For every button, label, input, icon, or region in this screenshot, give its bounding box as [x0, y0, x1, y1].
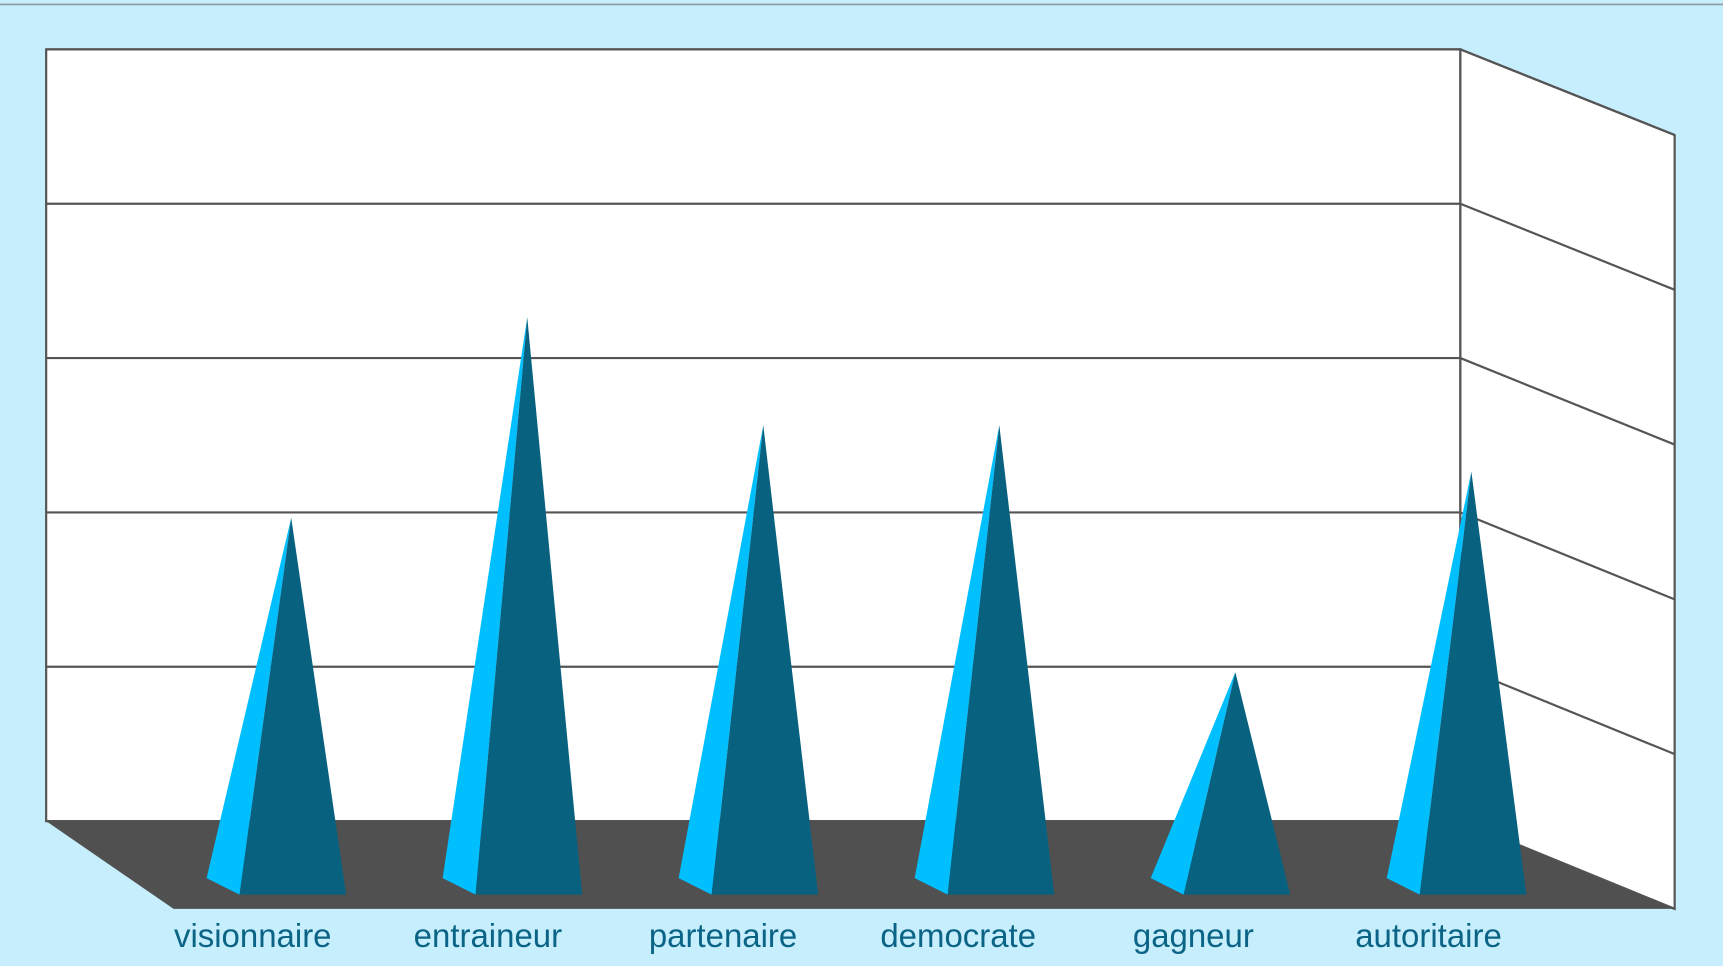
side-grid-line — [1459, 511, 1676, 601]
pyramid-front — [947, 425, 1055, 895]
x-labels: visionnaire entraineur partenaire democrate… — [174, 917, 1502, 954]
side-grid-line — [1459, 48, 1676, 137]
pyramid-side — [1386, 471, 1472, 895]
pyramid-front — [1419, 471, 1527, 895]
pyramid-side — [914, 425, 1000, 895]
pyramid-front — [711, 425, 819, 895]
x-tick-label: partenaire — [649, 917, 797, 954]
pyramid-side — [442, 317, 528, 895]
pyramids — [206, 317, 1527, 895]
pyramid-front — [239, 517, 347, 895]
pyramid-side — [206, 517, 292, 895]
pyramid-front — [475, 317, 583, 895]
pyramid-front — [1183, 672, 1291, 895]
x-tick-label: visionnaire — [174, 917, 332, 954]
x-tick-label: democrate — [880, 917, 1036, 954]
pyramid-side — [1150, 672, 1236, 895]
side-grid-line — [1459, 202, 1676, 291]
x-tick-label: entraineur — [414, 917, 562, 954]
x-tick-label: gagneur — [1133, 917, 1254, 954]
pyramid-side — [678, 425, 764, 895]
side-grid-line — [1459, 357, 1676, 446]
x-tick-label: autoritaire — [1355, 917, 1502, 954]
